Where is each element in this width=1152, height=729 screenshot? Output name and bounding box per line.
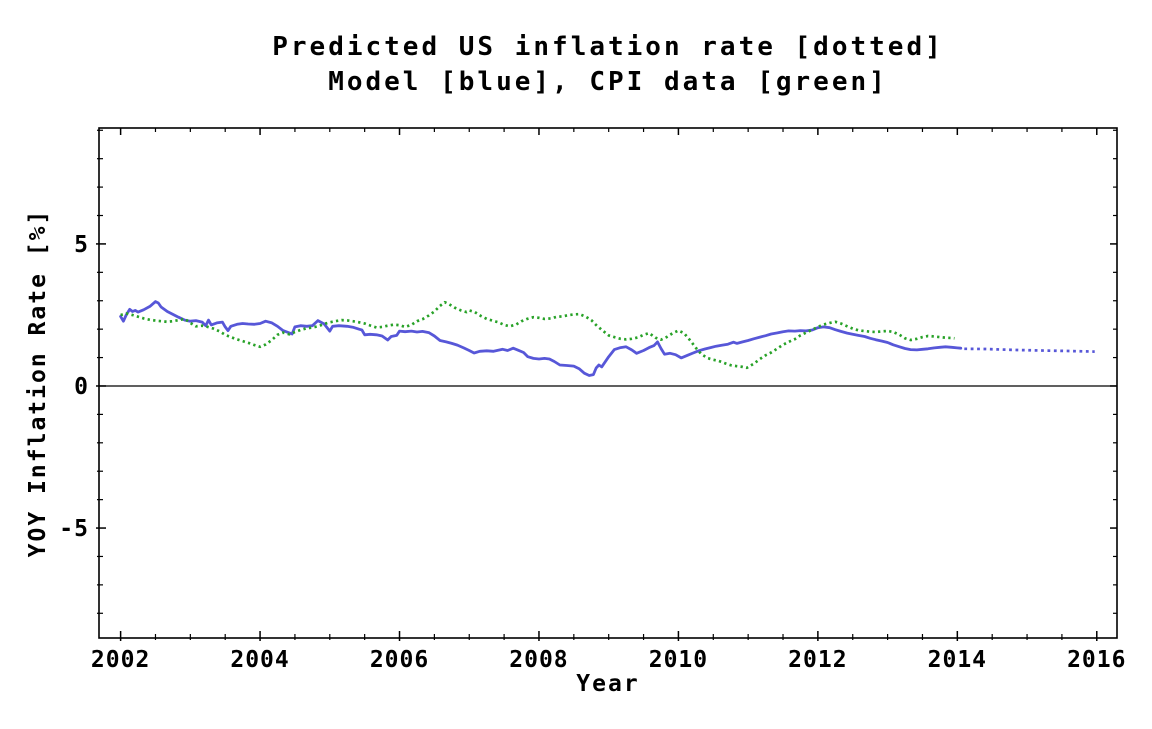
x-axis-label: Year [576, 671, 640, 697]
x-tick-label: 2004 [230, 647, 289, 673]
series-model-forecast-line [964, 347, 1095, 353]
plot-frame [98, 127, 1118, 639]
series-model-line [119, 300, 963, 377]
y-tick-label: -5 [59, 516, 89, 542]
chart-title-line-2: Model [blue], CPI data [green] [328, 67, 888, 97]
y-axis-label: YOY Inflation Rate [%] [25, 208, 51, 558]
x-tick-label: 2002 [91, 647, 150, 673]
y-tick-label: 5 [74, 232, 89, 258]
x-tick-label: 2014 [928, 647, 987, 673]
x-tick-label: 2016 [1067, 647, 1126, 673]
y-tick-label: 0 [74, 374, 89, 400]
x-tick-label: 2012 [788, 647, 847, 673]
chart-title: Predicted US inflation rate [dotted] Mod… [99, 30, 1117, 100]
x-tick-label: 2008 [509, 647, 568, 673]
x-tick-label: 2010 [649, 647, 708, 673]
x-tick-label: 2006 [370, 647, 429, 673]
chart-title-line-1: Predicted US inflation rate [dotted] [272, 32, 944, 62]
